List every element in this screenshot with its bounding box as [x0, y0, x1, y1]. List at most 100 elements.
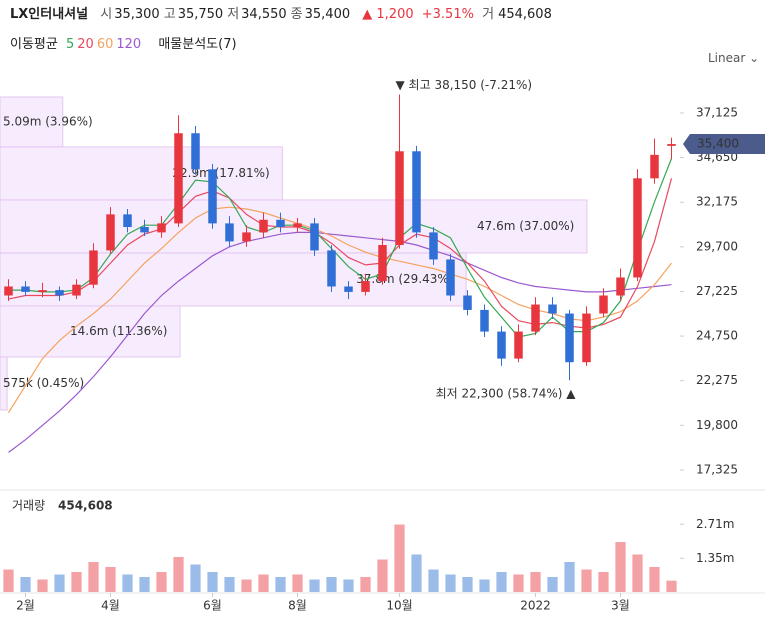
- volume-profile-box: [0, 305, 181, 358]
- candle-body: [446, 259, 455, 296]
- volume-bar: [37, 579, 48, 592]
- legend-entry: 120: [116, 37, 142, 52]
- volume-bar: [105, 567, 116, 592]
- volume-bar: [649, 567, 660, 592]
- volume-bar: [564, 562, 575, 592]
- y-tick-label: 22,275: [696, 373, 738, 387]
- candle-body: [157, 223, 166, 233]
- price-tag-label: 35,400: [697, 137, 739, 151]
- indicator-bar: 이동평균 5 20 60 120 매물분석도(7): [10, 33, 241, 52]
- volume-bar: [156, 572, 167, 592]
- x-tick-label: 2월: [16, 599, 35, 613]
- candle-body: [259, 219, 268, 233]
- volume-bar: [496, 572, 507, 592]
- volume-bar: [445, 574, 456, 592]
- volume-title: 거래량: [12, 499, 45, 513]
- volume-bar: [326, 577, 337, 592]
- volume-bar: [275, 577, 286, 592]
- x-tick-label: 3월: [611, 599, 630, 613]
- volume-profile-box: [0, 96, 64, 148]
- y-tick-label: 17,325: [696, 462, 738, 476]
- stock-name: LX인터내셔널: [10, 7, 89, 22]
- volume-bar: [88, 562, 99, 592]
- volume-bar: [462, 577, 473, 592]
- volume-bar: [122, 574, 133, 592]
- candle-body: [412, 151, 421, 233]
- candle-body: [191, 133, 200, 170]
- volume-bar: [411, 554, 422, 592]
- legend-entry: 20: [77, 37, 94, 52]
- candle-body: [463, 295, 472, 310]
- volume-bar: [190, 564, 201, 592]
- volume-profile-label: 22.9m (17.81%): [172, 166, 269, 180]
- candle-body: [310, 223, 319, 251]
- volume-bar: [20, 577, 31, 592]
- candle-body: [140, 226, 149, 233]
- volume-bar: [666, 580, 677, 592]
- candle-body: [174, 133, 183, 224]
- candle-body: [378, 245, 387, 282]
- candle-body: [429, 232, 438, 260]
- legend-entry: 5: [65, 37, 75, 52]
- volume-profile-label: 47.6m (37.00%): [477, 219, 574, 233]
- quote-label: 시: [100, 7, 113, 22]
- volume-bar: [343, 579, 354, 592]
- quote-label: 저: [227, 7, 240, 22]
- volume-profile-box: [0, 146, 283, 201]
- quote-value: 35,400: [304, 7, 351, 22]
- y-tick-label: 24,750: [696, 329, 738, 343]
- quote-value: 35,300: [114, 7, 160, 22]
- volume-bar: [615, 542, 626, 592]
- volume-bar: [139, 577, 150, 592]
- candle-body: [276, 219, 285, 227]
- y-tick-label: 37,125: [696, 105, 738, 119]
- candle-body: [123, 214, 132, 227]
- volume-bar: [394, 524, 405, 592]
- profile-label[interactable]: 매물분석도(7): [158, 37, 237, 52]
- y-tick-label: 1.35m: [696, 551, 734, 565]
- volume-bar: [530, 572, 541, 592]
- candle-body: [633, 178, 642, 278]
- volume-bar: [377, 559, 388, 592]
- ma-line: [8, 231, 672, 453]
- quote-header: LX인터내셔널 시 35,300 고 35,750 저 34,550 종 35,400 ▲ 1…: [10, 3, 556, 22]
- candle-body: [89, 250, 98, 285]
- volume-bar: [309, 579, 320, 592]
- candle-body: [21, 286, 30, 292]
- x-tick-label: 6월: [203, 599, 222, 613]
- volume-profile-label: 37.8m (29.43%): [356, 272, 453, 286]
- volume-bar: [547, 577, 558, 592]
- candle-body: [395, 151, 404, 246]
- candle-body: [208, 169, 217, 224]
- volume-last: 454,608: [58, 499, 113, 513]
- x-tick-label: 2022: [520, 599, 551, 613]
- volume-profile-box: [0, 356, 8, 411]
- candle-body: [548, 304, 557, 314]
- volume-bar: [581, 569, 592, 592]
- candle-body: [242, 232, 251, 242]
- candle-body: [327, 250, 336, 287]
- candle-body: [497, 331, 506, 359]
- volume-bar: [428, 569, 439, 592]
- ma-label[interactable]: 이동평균: [10, 37, 58, 52]
- candle-body: [361, 281, 370, 292]
- scale-label: Linear: [708, 51, 746, 65]
- volume-bar: [54, 574, 65, 592]
- volume-bar: [71, 572, 82, 592]
- volume-profile-label: 575k (0.45%): [3, 376, 84, 390]
- volume-label: 거: [482, 7, 495, 22]
- scale-dropdown[interactable]: Linear ⌄: [708, 51, 760, 65]
- quote-label: 종: [290, 7, 303, 22]
- candle-body: [38, 290, 47, 292]
- y-tick-label: 32,175: [696, 195, 738, 209]
- volume-bar: [632, 554, 643, 592]
- volume-bar: [598, 572, 609, 592]
- volume-bar: [292, 574, 303, 592]
- y-tick-label: 2.71m: [696, 517, 734, 531]
- quote-value: 35,750: [177, 7, 224, 22]
- volume-bar: [513, 574, 524, 592]
- candle-body: [616, 277, 625, 296]
- candle-body: [565, 313, 574, 363]
